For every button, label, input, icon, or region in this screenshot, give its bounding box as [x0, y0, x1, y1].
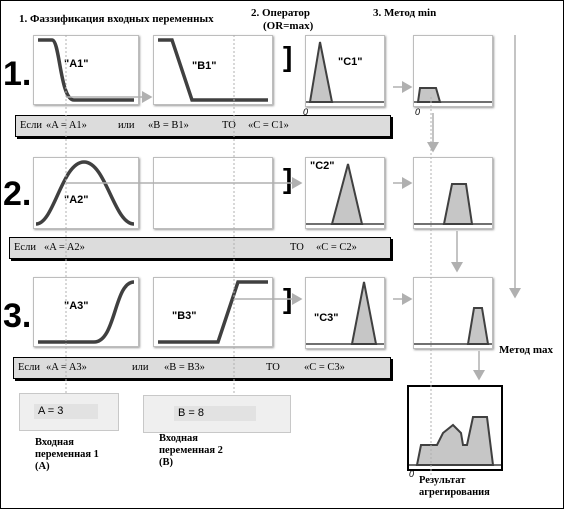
- implication-2: [413, 157, 493, 229]
- input-b-value: B = 8: [174, 406, 256, 421]
- bracket-2: ]: [283, 163, 293, 194]
- axis-zero-c1: 0: [303, 107, 309, 117]
- label-c3: "C3": [314, 312, 339, 324]
- rule-1-a: «A = A1»: [46, 120, 87, 131]
- consequent-c2: "C2": [305, 157, 385, 229]
- row-number-3: 3.: [3, 297, 32, 335]
- rule-1-b: «B = B1»: [148, 120, 189, 131]
- consequent-c3: "C3": [305, 277, 385, 349]
- operator-heading: 2. Оператор: [251, 7, 310, 19]
- rule-3-or: или: [132, 362, 149, 373]
- membership-a3: "A3": [33, 277, 139, 347]
- consequent-c1: "C1": [305, 35, 385, 107]
- label-a1: "A1": [64, 58, 89, 70]
- rule-1: Если «A = A1» или «B = B1» ТО «C = C1»: [15, 115, 391, 137]
- membership-b2-empty: [153, 157, 273, 229]
- result-caption-2: агрегирования: [419, 487, 490, 498]
- bracket-1: ]: [283, 41, 293, 72]
- rule-3-c: «C = C3»: [304, 362, 345, 373]
- rule-3-if: Если: [18, 362, 40, 373]
- rule-3-a: «A = A3»: [46, 362, 87, 373]
- implication-1: [413, 35, 493, 107]
- row-number-1: 1.: [3, 55, 32, 93]
- rule-1-if: Если: [20, 120, 42, 131]
- rule-1-or: или: [118, 120, 135, 131]
- label-a2: "A2": [64, 194, 89, 206]
- input-a-box: A = 3: [19, 393, 119, 431]
- input-a-caption-3: (A): [35, 461, 50, 472]
- fuzzification-heading: 1. Фаззификация входных переменных: [19, 13, 214, 25]
- rule-2-if: Если: [14, 242, 36, 253]
- bracket-3: ]: [283, 283, 293, 314]
- aggregation-result: [407, 385, 503, 471]
- operator-subheading: (OR=max): [263, 20, 314, 32]
- label-b3: "B3": [172, 310, 197, 322]
- rule-2-then: ТО: [290, 242, 304, 253]
- label-a3: "A3": [64, 300, 89, 312]
- membership-a1: "A1": [33, 35, 139, 105]
- input-a-caption-2: переменная 1: [35, 449, 99, 460]
- result-caption-1: Результат: [419, 475, 466, 486]
- rule-2-c: «C = C2»: [316, 242, 357, 253]
- membership-b1: "B1": [153, 35, 273, 105]
- input-b-caption-2: переменная 2: [159, 445, 223, 456]
- rule-2-a: «A = A2»: [44, 242, 85, 253]
- input-a-caption-1: Входная: [35, 437, 74, 448]
- input-b-caption-1: Входная: [159, 433, 198, 444]
- axis-zero-result: 0: [409, 469, 415, 479]
- axis-zero-impl-1: 0: [415, 107, 421, 117]
- membership-a2: "A2": [33, 157, 139, 229]
- label-c2: "C2": [310, 160, 335, 172]
- method-max-label: Метод max: [499, 344, 554, 356]
- rule-1-c: «C = C1»: [248, 120, 289, 131]
- row-number-2: 2.: [3, 175, 32, 213]
- label-b1: "B1": [192, 60, 217, 72]
- rule-3-b: «B = B3»: [164, 362, 205, 373]
- implication-3: [413, 277, 493, 349]
- input-a-value: A = 3: [34, 404, 98, 419]
- rule-2: Если «A = A2» ТО «C = C2»: [9, 237, 391, 259]
- input-b-box: B = 8: [143, 395, 291, 433]
- input-b-caption-3: (B): [159, 457, 173, 468]
- label-c1: "C1": [338, 56, 363, 68]
- membership-b3: "B3": [153, 277, 273, 347]
- rule-3: Если «A = A3» или «B = B3» ТО «C = C3»: [13, 357, 391, 379]
- method-min-heading: 3. Метод min: [373, 7, 437, 19]
- rule-3-then: ТО: [266, 362, 280, 373]
- rule-1-then: ТО: [222, 120, 236, 131]
